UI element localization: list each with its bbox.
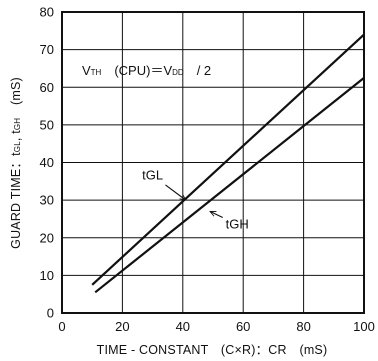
x-tick-80: 80 <box>296 319 310 334</box>
y-tick-0: 0 <box>47 306 54 321</box>
y-tick-50: 50 <box>40 117 54 132</box>
x-tick-40: 40 <box>176 319 190 334</box>
series-arrow-tGH <box>210 210 223 218</box>
y-tick-60: 60 <box>40 80 54 95</box>
x-tick-100: 100 <box>353 319 375 334</box>
x-axis-label: TIME - CONSTANT (C×R)：CR (mS) <box>97 343 328 357</box>
y-tick-10: 10 <box>40 268 54 283</box>
grid <box>62 12 364 313</box>
x-tick-20: 20 <box>115 319 129 334</box>
series-line-tGL <box>91 33 365 286</box>
series-lines <box>91 33 365 294</box>
series-label-tGL: tGL <box>142 167 163 182</box>
y-tick-80: 80 <box>40 5 54 20</box>
plot-frame <box>61 11 365 314</box>
y-axis-label: GUARD TIME：tGL, tGH (mS) <box>9 77 23 249</box>
x-tick-60: 60 <box>236 319 250 334</box>
series-line-tGH <box>94 76 365 294</box>
y-tick-70: 70 <box>40 42 54 57</box>
y-tick-30: 30 <box>40 193 54 208</box>
x-tick-0: 0 <box>58 319 65 334</box>
series-labels: tGL tGH <box>142 167 249 231</box>
y-tick-labels: 0 10 20 30 40 50 60 70 80 <box>40 5 54 321</box>
y-tick-40: 40 <box>40 155 54 170</box>
series-label-tGH: tGH <box>226 216 249 231</box>
series-arrow-tGL <box>165 184 185 200</box>
y-tick-20: 20 <box>40 230 54 245</box>
annotation-vth: VTH (CPU)＝VDD / 2 <box>82 63 211 78</box>
x-tick-labels: 0 20 40 60 80 100 <box>58 319 374 334</box>
